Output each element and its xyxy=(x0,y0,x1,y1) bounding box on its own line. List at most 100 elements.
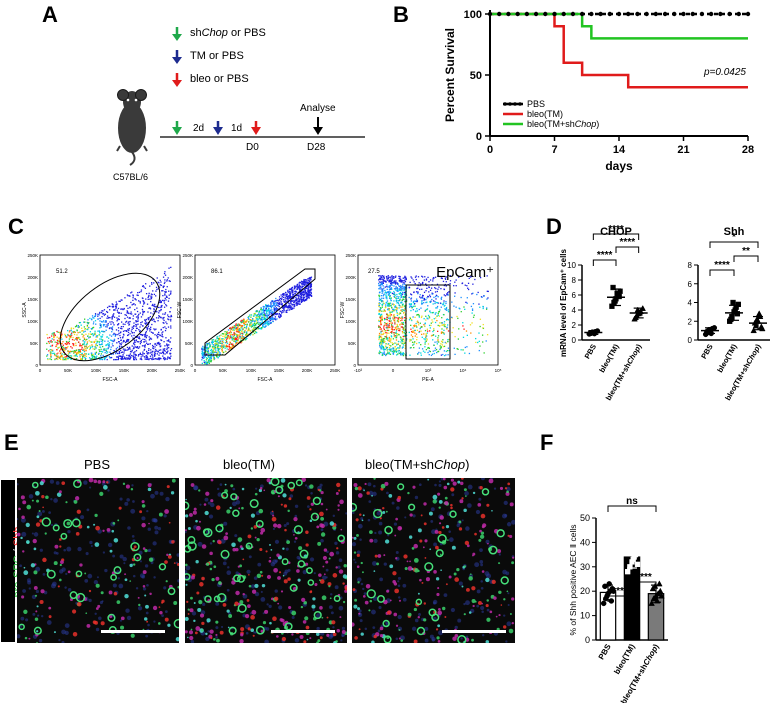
event-dot xyxy=(89,331,92,333)
event-dot xyxy=(293,301,295,303)
event-dot xyxy=(116,303,118,305)
pbs-point xyxy=(607,11,612,17)
event-dot xyxy=(302,283,304,285)
event-dot xyxy=(129,351,132,353)
event-dot xyxy=(125,305,128,307)
event-dot xyxy=(310,283,313,285)
cell xyxy=(20,536,23,540)
event-dot xyxy=(241,319,243,322)
event-dot xyxy=(240,321,243,324)
event-dot xyxy=(378,305,380,308)
event-dot xyxy=(405,278,407,280)
event-dot xyxy=(381,278,383,280)
event-dot xyxy=(215,356,218,358)
event-dot xyxy=(247,330,249,332)
event-dot xyxy=(378,344,381,346)
event-dot xyxy=(142,312,144,314)
event-dot xyxy=(104,340,106,342)
event-dot xyxy=(307,290,309,292)
event-dot xyxy=(379,298,382,301)
event-dot xyxy=(419,296,421,298)
event-dot xyxy=(398,275,400,277)
event-dot xyxy=(294,304,296,306)
event-dot xyxy=(394,350,397,352)
y-tick-label: 2 xyxy=(688,317,693,326)
aec-cell xyxy=(31,481,39,489)
event-dot xyxy=(118,352,120,355)
event-dot xyxy=(395,282,397,284)
nucleus xyxy=(147,527,152,531)
p-value: p=0.0425 xyxy=(703,67,746,78)
event-dot xyxy=(437,341,440,343)
event-dot xyxy=(381,338,383,340)
event-dot xyxy=(401,339,403,342)
event-dot xyxy=(143,349,145,351)
event-dot xyxy=(92,327,94,329)
event-dot xyxy=(132,294,134,296)
event-dot xyxy=(124,349,126,351)
event-dot xyxy=(439,324,441,327)
event-dot xyxy=(404,279,406,281)
event-dot xyxy=(391,342,393,344)
cell xyxy=(139,510,143,514)
event-dot xyxy=(159,310,161,312)
event-dot xyxy=(254,319,256,321)
event-dot xyxy=(308,286,310,288)
event-dot xyxy=(83,354,85,356)
event-dot xyxy=(382,282,384,284)
event-dot xyxy=(134,304,136,306)
event-dot xyxy=(145,340,147,342)
nucleus xyxy=(197,541,203,547)
event-dot xyxy=(252,334,254,336)
event-dot xyxy=(109,317,111,319)
event-dot xyxy=(90,352,93,354)
event-dot xyxy=(379,302,381,305)
event-dot xyxy=(284,296,286,298)
event-dot xyxy=(417,287,419,289)
event-dot xyxy=(263,323,265,326)
nucleus xyxy=(42,572,46,576)
event-dot xyxy=(297,302,299,305)
event-dot xyxy=(46,355,48,357)
event-dot xyxy=(267,324,269,326)
event-dot xyxy=(82,340,85,342)
event-dot xyxy=(391,331,393,333)
event-dot xyxy=(127,331,130,334)
event-dot xyxy=(56,330,58,333)
nucleus xyxy=(232,487,236,491)
event-dot xyxy=(135,321,137,323)
event-dot xyxy=(74,358,76,360)
event-dot xyxy=(298,303,300,305)
event-dot xyxy=(399,292,401,295)
event-dot xyxy=(231,328,233,330)
event-dot xyxy=(303,296,306,298)
event-dot xyxy=(137,341,140,343)
event-dot xyxy=(118,332,120,334)
event-dot xyxy=(66,343,69,345)
event-dot xyxy=(133,353,135,355)
event-dot xyxy=(135,324,138,326)
event-dot xyxy=(380,307,382,309)
event-dot xyxy=(479,276,482,279)
event-dot xyxy=(106,311,109,314)
event-dot xyxy=(134,344,136,346)
event-dot xyxy=(398,304,400,306)
event-dot xyxy=(405,317,408,320)
event-dot xyxy=(157,336,159,338)
event-dot xyxy=(132,297,134,299)
event-dot xyxy=(153,282,155,284)
event-dot xyxy=(268,308,270,310)
event-dot xyxy=(282,293,284,295)
event-dot xyxy=(232,334,234,336)
event-dot xyxy=(391,292,394,295)
cell xyxy=(158,606,161,608)
nucleus xyxy=(154,490,159,495)
event-dot xyxy=(66,341,68,343)
nucleus xyxy=(291,615,295,620)
event-dot xyxy=(414,332,416,334)
event-dot xyxy=(63,358,66,361)
event-dot xyxy=(388,289,391,291)
event-dot xyxy=(212,339,215,341)
event-dot xyxy=(59,331,61,334)
legend-text-bleo: bleo or PBS xyxy=(190,73,249,85)
